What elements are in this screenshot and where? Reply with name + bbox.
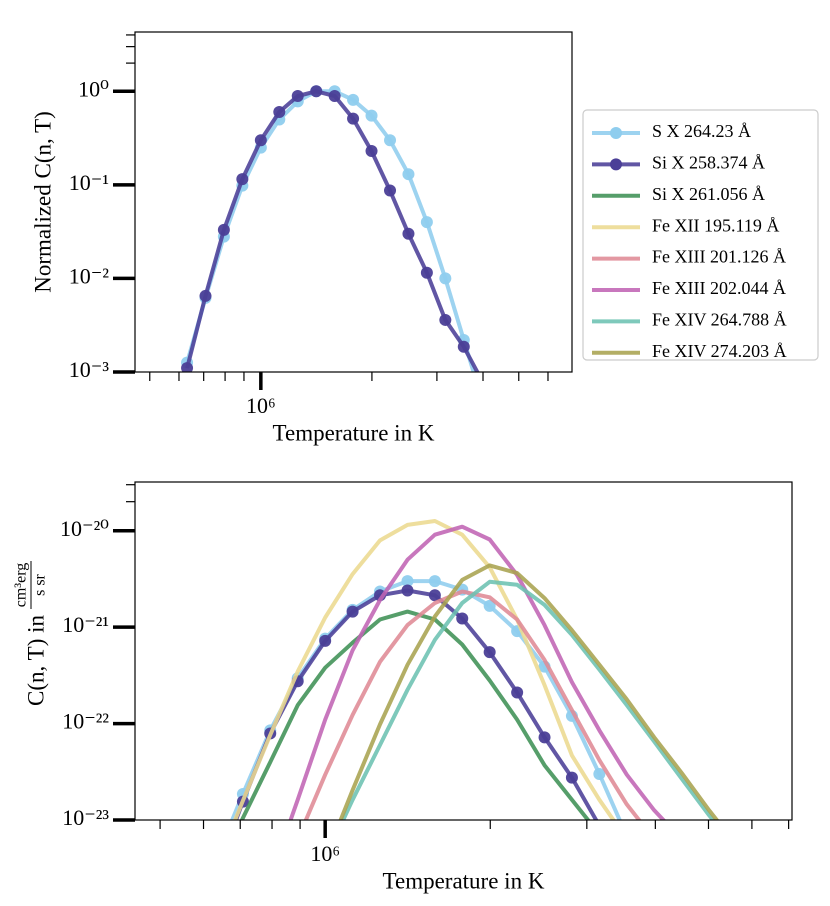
y-tick-label: 10⁻²³ — [62, 805, 109, 830]
y-tick-label: 10⁻¹ — [69, 170, 109, 195]
y-tick-label: 10⁻²² — [62, 709, 109, 734]
marker — [428, 589, 441, 602]
marker — [402, 227, 415, 240]
legend-marker — [610, 158, 622, 171]
series-line — [185, 89, 476, 372]
series-line — [185, 89, 480, 372]
plot-area — [181, 85, 488, 406]
marker — [511, 686, 524, 699]
marker — [457, 340, 470, 353]
series-line — [288, 524, 667, 820]
marker — [384, 134, 397, 147]
marker — [254, 134, 267, 147]
marker — [621, 847, 633, 859]
y-axis-label-main: C(n, T) in — [23, 615, 48, 706]
legend-label: Si X 261.056 Å — [652, 184, 765, 204]
marker — [236, 173, 249, 186]
marker — [210, 855, 222, 867]
marker — [621, 830, 633, 842]
marker — [346, 605, 359, 618]
marker — [310, 85, 323, 98]
marker — [402, 168, 415, 181]
marker — [199, 289, 212, 302]
y-tick-label: 10⁻² — [69, 263, 110, 288]
marker — [217, 223, 230, 236]
legend-label: Fe XIV 274.203 Å — [652, 341, 787, 361]
marker — [328, 90, 341, 103]
marker — [456, 612, 469, 625]
legend-label: Si X 258.374 Å — [652, 153, 765, 173]
marker — [597, 819, 601, 820]
marker — [365, 145, 378, 158]
marker — [483, 646, 496, 659]
legend-box — [582, 109, 819, 361]
legend-marker — [610, 127, 622, 139]
marker — [319, 634, 332, 647]
x-axis-label: Temperature in K — [383, 868, 545, 893]
marker — [347, 112, 360, 125]
series-line — [340, 579, 716, 820]
series-line — [239, 609, 591, 820]
legend-label: Fe XIII 202.044 Å — [652, 278, 786, 298]
legend-label: Fe XIII 201.126 Å — [652, 247, 786, 267]
axes-frame — [134, 481, 793, 821]
x-axis-label: Temperature in K — [273, 420, 435, 445]
marker — [420, 216, 433, 229]
axes-frame — [134, 31, 573, 373]
marker — [648, 893, 660, 905]
y-tick-label: 10⁻³ — [69, 357, 110, 382]
marker — [401, 584, 414, 597]
marker — [365, 109, 378, 122]
plot-area — [210, 519, 720, 905]
marker — [593, 767, 606, 780]
marker — [476, 375, 488, 387]
marker — [401, 575, 414, 588]
y-axis-label: C(n, T) in cm³erg s sr — [13, 561, 49, 706]
series-line — [338, 563, 720, 820]
marker — [428, 575, 441, 588]
marker — [420, 266, 433, 279]
y-tick-label: 10⁻²¹ — [62, 612, 109, 637]
marker — [384, 184, 397, 197]
y-tick-label: 10⁻²⁰ — [60, 516, 109, 541]
marker — [648, 884, 660, 896]
marker — [181, 362, 194, 372]
y-axis-label: Normalized C(n, T) — [30, 111, 55, 293]
legend-label: S X 264.23 Å — [652, 121, 751, 141]
marker — [210, 869, 222, 881]
y-axis-unit-num: cm³erg — [13, 563, 30, 607]
marker — [347, 93, 360, 106]
x-tick-label: 10⁶ — [246, 393, 276, 418]
legend-label: Fe XIV 264.788 Å — [652, 310, 787, 330]
series-line — [232, 519, 616, 820]
marker — [273, 106, 286, 119]
y-tick-label: 10⁰ — [78, 76, 109, 101]
marker — [538, 731, 551, 744]
x-tick-label: 10⁶ — [310, 841, 340, 866]
legend-label: Fe XII 195.119 Å — [652, 215, 779, 235]
marker — [483, 599, 496, 612]
marker — [565, 771, 578, 784]
y-axis-unit-den: s sr — [32, 573, 49, 595]
marker — [439, 313, 452, 326]
marker — [291, 90, 304, 103]
marker — [439, 272, 452, 285]
marker — [476, 394, 488, 406]
